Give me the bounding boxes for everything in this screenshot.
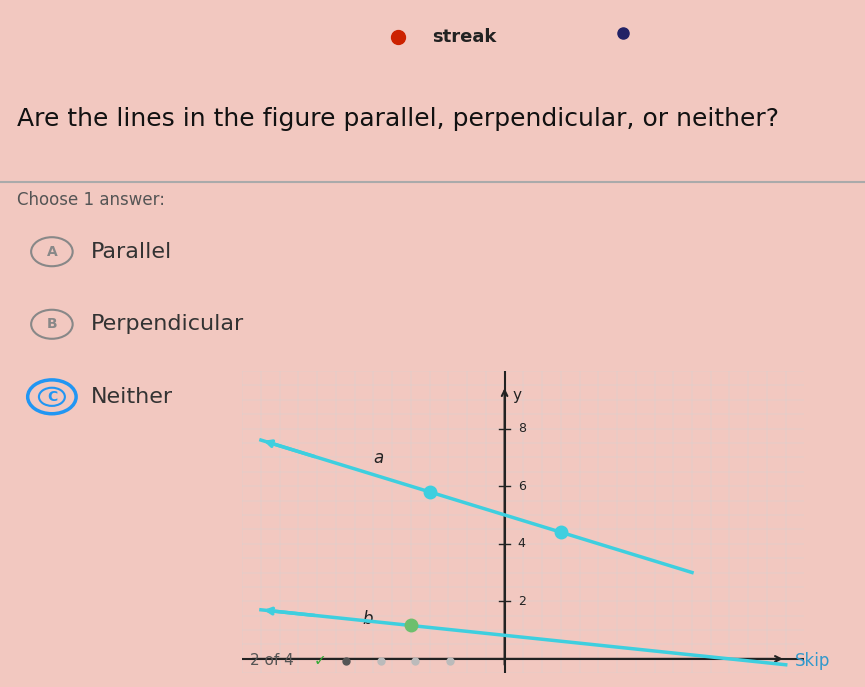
Text: Neither: Neither	[91, 387, 173, 407]
Text: Skip: Skip	[795, 651, 830, 670]
Text: y: y	[512, 388, 521, 403]
Text: 4: 4	[517, 537, 526, 550]
Text: 6: 6	[517, 480, 526, 493]
Text: C: C	[47, 390, 57, 404]
Text: A: A	[47, 245, 57, 259]
Text: B: B	[47, 317, 57, 331]
Text: Perpendicular: Perpendicular	[91, 314, 244, 335]
Text: 8: 8	[517, 422, 526, 435]
Text: 2 of 4: 2 of 4	[250, 653, 294, 668]
Text: Choose 1 answer:: Choose 1 answer:	[17, 191, 165, 210]
Text: streak: streak	[432, 28, 497, 46]
Text: b: b	[362, 610, 373, 629]
Text: ✓: ✓	[314, 653, 326, 668]
Text: 2: 2	[517, 595, 526, 608]
Text: Are the lines in the figure parallel, perpendicular, or neither?: Are the lines in the figure parallel, pe…	[17, 106, 779, 131]
Text: a: a	[374, 449, 384, 467]
Text: Parallel: Parallel	[91, 242, 172, 262]
